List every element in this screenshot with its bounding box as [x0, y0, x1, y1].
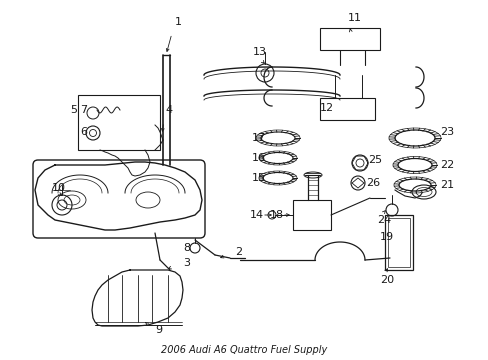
Text: 10: 10 — [52, 183, 66, 193]
Text: 3: 3 — [183, 258, 190, 268]
Text: 22: 22 — [439, 160, 453, 170]
Text: 17: 17 — [251, 133, 265, 143]
Bar — [78, 95, 160, 150]
Text: 1: 1 — [175, 17, 182, 27]
Text: 8: 8 — [183, 243, 190, 253]
Text: 21: 21 — [439, 180, 453, 190]
Text: 16: 16 — [251, 153, 265, 163]
Text: 20: 20 — [379, 275, 393, 285]
Bar — [319, 28, 379, 50]
Bar — [319, 98, 374, 120]
Text: 15: 15 — [251, 173, 265, 183]
Text: 2006 Audi A6 Quattro Fuel Supply: 2006 Audi A6 Quattro Fuel Supply — [161, 345, 327, 355]
Text: 2: 2 — [235, 247, 242, 257]
Text: 24: 24 — [376, 215, 390, 225]
Text: 13: 13 — [252, 47, 266, 57]
Text: 14: 14 — [249, 210, 264, 220]
Text: 12: 12 — [319, 103, 333, 113]
Text: 9: 9 — [155, 325, 162, 335]
Text: 11: 11 — [347, 13, 361, 23]
Bar — [292, 200, 330, 230]
Bar — [384, 215, 412, 270]
Text: 25: 25 — [367, 155, 381, 165]
Bar — [387, 218, 409, 267]
Text: 23: 23 — [439, 127, 453, 137]
Text: 5: 5 — [70, 105, 77, 115]
Text: 4: 4 — [164, 105, 172, 115]
Text: 26: 26 — [365, 178, 379, 188]
Text: 19: 19 — [379, 232, 393, 242]
Text: 6: 6 — [80, 127, 87, 137]
Text: 7: 7 — [80, 105, 87, 115]
Text: 18: 18 — [269, 210, 284, 220]
